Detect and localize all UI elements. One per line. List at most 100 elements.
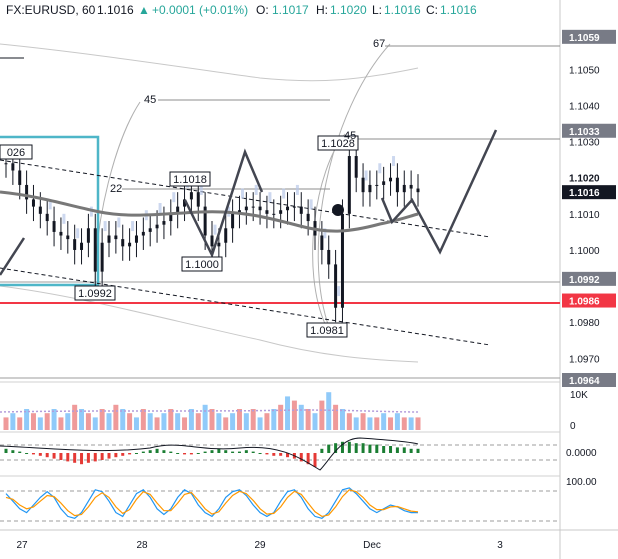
histogram-bar — [409, 448, 413, 453]
ghost-candle — [309, 199, 313, 210]
header-symbol: FX:EURUSD, 60 — [6, 3, 96, 17]
channel-lower — [0, 267, 491, 346]
volume-axis-zero: 0 — [570, 421, 576, 432]
stoch-axis-value: 100.00 — [566, 477, 597, 488]
annot-0992: 1.0992 — [74, 285, 116, 301]
volume-bar — [120, 409, 126, 430]
histogram-bar — [66, 453, 70, 462]
price-tick: 1.0970 — [569, 354, 600, 365]
volume-bar — [305, 409, 311, 430]
annot-1028: 1.1028 — [317, 135, 359, 151]
volume-bar — [161, 413, 167, 430]
candle-body — [416, 188, 420, 193]
volume-bar — [230, 413, 236, 430]
price-label: 1.1059 — [569, 33, 600, 44]
price-axis-ticks: 1.1050 1.1040 1.1030 1.1010 1.1000 1.0980 1.09… — [569, 65, 600, 365]
volume-bar — [408, 417, 414, 430]
header-low-value: 1.1016 — [384, 3, 421, 17]
candle-body — [25, 184, 29, 200]
histogram-bar — [128, 453, 132, 455]
price-tick: 1.1000 — [569, 246, 600, 257]
histogram-bar — [11, 450, 15, 453]
histogram-bar — [121, 453, 125, 456]
histogram-bar — [93, 453, 97, 462]
annot-0981: 1.0981 — [306, 322, 348, 338]
volume-bar — [182, 417, 188, 430]
ghost-candle — [62, 213, 66, 224]
header-open-label: O: — [256, 3, 269, 17]
histogram-bar — [183, 453, 187, 455]
volume-bar — [264, 413, 270, 430]
histogram-bar — [86, 453, 90, 463]
price-label-box — [562, 271, 616, 286]
header-high-value: 1.1020 — [330, 3, 367, 17]
annot-1028-text: 1.1028 — [321, 138, 355, 150]
annot-0992-box — [74, 285, 116, 301]
price-label: 1.1020 — [569, 174, 600, 185]
price-tick: 1.0980 — [569, 318, 600, 329]
histogram-bar — [272, 453, 276, 456]
channel-upper — [0, 159, 491, 238]
volume-bar — [106, 413, 112, 430]
candle-body — [203, 206, 207, 236]
volume-bar — [127, 413, 133, 430]
volume-bar — [44, 413, 50, 430]
stochastic-line-1 — [5, 487, 418, 519]
histogram-bar — [189, 453, 193, 455]
candle-body — [231, 213, 235, 229]
ghost-candle — [378, 163, 382, 174]
histogram-bar — [196, 453, 200, 454]
ghost-candle — [131, 221, 135, 232]
volume-bar — [250, 409, 256, 430]
change-arrow-icon: ▲ — [138, 3, 150, 17]
volume-bar — [319, 400, 325, 430]
candle-body — [368, 184, 372, 193]
volume-bar — [10, 413, 16, 430]
time-label: 27 — [16, 540, 28, 551]
price-label: 1.1016 — [569, 188, 600, 199]
price-label: 1.0986 — [569, 297, 600, 308]
osc-axis-value: 0.0000 — [566, 448, 597, 459]
histogram-bar — [347, 441, 351, 453]
volume-bar — [188, 409, 194, 430]
histogram-bar — [279, 453, 283, 456]
volume-bar — [85, 413, 91, 430]
price-label-box — [562, 185, 616, 200]
histogram-bar — [416, 448, 420, 453]
candle-body — [162, 221, 166, 225]
volume-bar — [333, 404, 339, 430]
volume-bar — [65, 413, 71, 430]
price-label: 1.1033 — [569, 127, 600, 138]
candle-body — [148, 228, 152, 232]
histogram-bar — [327, 444, 331, 453]
volume-bar — [326, 392, 332, 430]
histogram-bar — [169, 451, 173, 453]
volume-bar — [271, 409, 277, 430]
histogram-bar — [38, 453, 42, 456]
histogram-bar — [334, 443, 338, 453]
price-label: 1.0992 — [569, 275, 600, 286]
volume-bar — [202, 404, 208, 430]
candle-body — [134, 235, 138, 243]
candle-body — [18, 170, 22, 185]
candle-body — [183, 199, 187, 207]
histogram-bar — [107, 453, 111, 459]
annot-0992-text: 1.0992 — [78, 288, 112, 300]
histogram-bar — [395, 447, 399, 453]
annot-026: 026 — [0, 144, 33, 160]
volume-bar — [30, 413, 36, 430]
candle-body — [80, 242, 84, 250]
histogram-bar — [251, 451, 255, 453]
candle-body — [155, 224, 159, 229]
volume-bar — [79, 409, 85, 430]
fib-arc-67 — [317, 43, 391, 331]
candle-body — [4, 163, 8, 165]
time-label: Dec — [363, 540, 381, 551]
volume-bar — [17, 417, 23, 430]
oscillator-series — [4, 441, 420, 467]
ghost-candle — [172, 192, 176, 203]
candle-body — [38, 206, 42, 214]
histogram-bar — [18, 451, 22, 453]
